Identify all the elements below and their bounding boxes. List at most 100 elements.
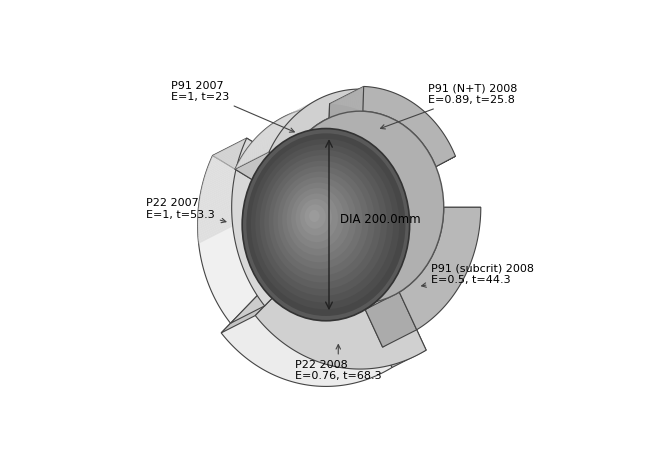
Polygon shape (410, 207, 481, 225)
Polygon shape (371, 98, 406, 116)
Polygon shape (199, 183, 233, 203)
Ellipse shape (273, 166, 369, 276)
Ellipse shape (271, 162, 380, 287)
Polygon shape (315, 90, 351, 107)
Polygon shape (365, 225, 446, 347)
Polygon shape (221, 289, 392, 387)
Polygon shape (307, 91, 342, 109)
Polygon shape (246, 131, 281, 150)
Polygon shape (410, 134, 445, 153)
Polygon shape (389, 111, 424, 129)
Polygon shape (446, 213, 481, 232)
Ellipse shape (246, 133, 406, 316)
Polygon shape (384, 106, 419, 124)
Polygon shape (391, 112, 426, 130)
Polygon shape (198, 156, 264, 323)
Polygon shape (321, 89, 356, 106)
Polygon shape (446, 221, 480, 240)
Polygon shape (231, 272, 298, 323)
Polygon shape (417, 147, 452, 166)
Polygon shape (446, 217, 481, 236)
Polygon shape (256, 119, 292, 138)
Ellipse shape (279, 171, 371, 277)
Polygon shape (418, 149, 453, 167)
Polygon shape (375, 100, 410, 118)
Polygon shape (312, 90, 347, 107)
Ellipse shape (291, 188, 344, 249)
Polygon shape (292, 95, 328, 113)
Ellipse shape (275, 166, 375, 282)
Polygon shape (238, 143, 273, 162)
Polygon shape (198, 194, 232, 214)
Polygon shape (208, 146, 243, 166)
Polygon shape (446, 224, 480, 244)
Polygon shape (409, 133, 444, 152)
Polygon shape (399, 120, 434, 138)
Polygon shape (244, 133, 279, 152)
Ellipse shape (255, 143, 397, 306)
Polygon shape (367, 96, 402, 114)
Polygon shape (377, 101, 413, 120)
Polygon shape (269, 108, 304, 126)
Polygon shape (200, 174, 235, 194)
Polygon shape (211, 140, 246, 160)
Polygon shape (240, 140, 275, 159)
Polygon shape (198, 220, 232, 239)
Polygon shape (388, 110, 424, 128)
Polygon shape (415, 143, 450, 162)
Polygon shape (343, 88, 378, 106)
Polygon shape (393, 114, 428, 133)
Polygon shape (198, 217, 232, 237)
Polygon shape (202, 166, 237, 185)
Ellipse shape (302, 199, 343, 247)
Polygon shape (198, 213, 232, 232)
Polygon shape (406, 128, 441, 147)
Polygon shape (329, 104, 421, 184)
Ellipse shape (282, 177, 356, 262)
Polygon shape (319, 89, 355, 107)
Polygon shape (413, 138, 448, 157)
Polygon shape (305, 91, 340, 109)
Polygon shape (327, 89, 362, 106)
Ellipse shape (255, 144, 393, 303)
Ellipse shape (246, 133, 406, 316)
Polygon shape (373, 99, 409, 117)
Polygon shape (281, 100, 317, 118)
Ellipse shape (317, 217, 325, 227)
Polygon shape (255, 120, 290, 139)
Polygon shape (268, 109, 303, 127)
Polygon shape (236, 149, 270, 168)
Ellipse shape (305, 204, 326, 229)
Polygon shape (274, 105, 309, 123)
Polygon shape (235, 150, 270, 169)
Polygon shape (198, 188, 233, 207)
Polygon shape (232, 138, 298, 306)
Polygon shape (284, 99, 319, 117)
Text: P22 2007
E=1, t=53.3: P22 2007 E=1, t=53.3 (146, 198, 226, 223)
Text: DIA 200.0mm: DIA 200.0mm (340, 213, 420, 226)
Polygon shape (354, 91, 389, 109)
Polygon shape (263, 113, 298, 131)
Polygon shape (302, 92, 338, 110)
Polygon shape (395, 116, 430, 134)
Polygon shape (270, 107, 305, 125)
Ellipse shape (242, 129, 410, 321)
Polygon shape (362, 94, 398, 112)
Polygon shape (372, 98, 408, 117)
Polygon shape (243, 136, 278, 155)
Polygon shape (314, 90, 349, 107)
Polygon shape (204, 159, 238, 179)
Polygon shape (402, 124, 437, 143)
Polygon shape (396, 117, 432, 136)
Polygon shape (408, 132, 443, 151)
Polygon shape (198, 190, 233, 210)
Ellipse shape (309, 208, 334, 237)
Polygon shape (330, 87, 365, 104)
Polygon shape (299, 92, 335, 110)
Polygon shape (318, 89, 353, 107)
Polygon shape (221, 272, 298, 333)
Polygon shape (279, 101, 314, 120)
Polygon shape (331, 87, 367, 104)
Polygon shape (361, 93, 397, 111)
Polygon shape (411, 136, 446, 155)
